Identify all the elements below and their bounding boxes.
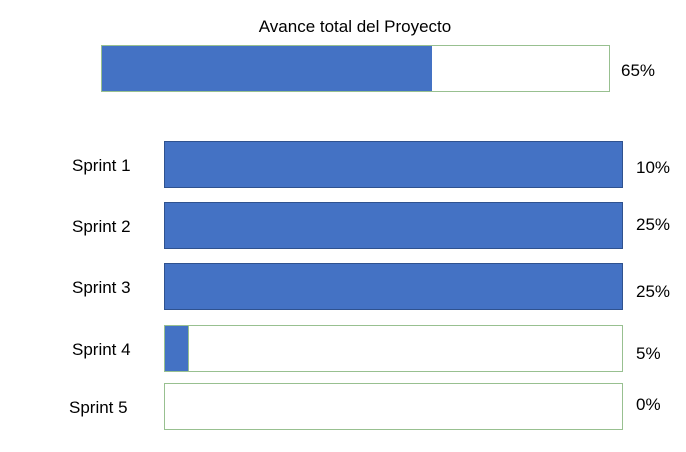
- total-progress-bar: [101, 45, 610, 92]
- sprint-progress-bar: [164, 325, 623, 372]
- sprint-label: Sprint 5: [69, 398, 128, 417]
- sprint-progress-fill: [165, 264, 622, 309]
- sprint-percent: 25%: [636, 282, 671, 301]
- sprint-progress-fill: [165, 142, 622, 187]
- sprint-progress-bar: [164, 202, 623, 249]
- sprint-progress-bar: [164, 383, 623, 430]
- total-progress-fill: [102, 46, 432, 91]
- chart-title: Avance total del Proyecto: [258, 17, 452, 36]
- sprint-progress-fill: [165, 326, 189, 371]
- sprint-percent: 0%: [636, 395, 661, 414]
- sprint-progress-bar: [164, 263, 623, 310]
- sprint-label: Sprint 1: [72, 156, 131, 175]
- sprint-label: Sprint 2: [72, 217, 131, 236]
- sprint-label: Sprint 3: [72, 278, 131, 297]
- total-progress-percent: 65%: [621, 61, 656, 80]
- sprint-label: Sprint 4: [72, 340, 131, 359]
- sprint-percent: 10%: [636, 158, 671, 177]
- sprint-progress-fill: [165, 203, 622, 248]
- sprint-progress-bar: [164, 141, 623, 188]
- sprint-percent: 5%: [636, 344, 661, 363]
- sprint-percent: 25%: [636, 215, 671, 234]
